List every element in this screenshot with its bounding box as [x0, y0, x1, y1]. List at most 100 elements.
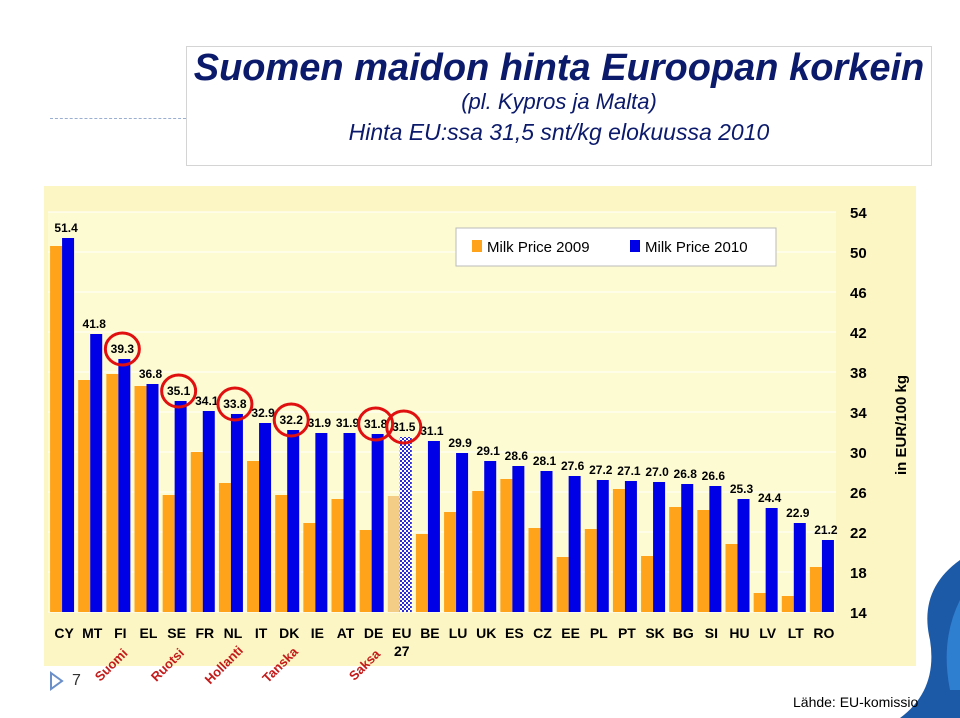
highlight-circle: [357, 406, 395, 442]
bar-2009-sk: [641, 556, 654, 612]
x-tick-label: IT: [255, 625, 268, 641]
x-tick-label: CY: [54, 625, 74, 641]
y-tick-label: 42: [850, 325, 867, 342]
bar-2009-el: [134, 386, 147, 612]
bar-2010-uk: [484, 461, 497, 612]
title-box: Suomen maidon hinta Euroopan korkein (pl…: [186, 46, 932, 166]
bar-2010-dk: [287, 430, 300, 612]
bar-2009-ie: [303, 523, 316, 612]
data-label-2010: 28.6: [505, 449, 529, 463]
data-label-2010: 31.5: [392, 420, 416, 434]
page-title: Suomen maidon hinta Euroopan korkein: [193, 47, 925, 89]
data-label-2010: 33.8: [223, 397, 247, 411]
bar-2009-bg: [669, 507, 682, 612]
data-label-2010: 28.1: [533, 454, 557, 468]
bar-2010-eu-27: [399, 437, 412, 612]
highlight-circle: [103, 331, 141, 367]
x-tick-label: FI: [114, 625, 126, 641]
bar-2010-lv: [765, 508, 778, 612]
bar-2010-pl: [596, 480, 609, 612]
bar-2009-cy: [50, 246, 63, 612]
x-tick-label: ES: [505, 625, 524, 641]
x-tick-label: SE: [167, 625, 186, 641]
bar-2010-be: [427, 441, 440, 612]
bar-2010-mt: [90, 334, 103, 612]
bar-2010-ee: [568, 476, 581, 612]
bar-2010-bg: [681, 484, 694, 612]
bar-2010-se: [174, 401, 187, 612]
x-tick-label: UK: [476, 625, 496, 641]
bar-2009-mt: [78, 380, 91, 612]
bar-2009-es: [500, 479, 513, 612]
y-tick-label: 18: [850, 565, 867, 582]
y-tick-label: 14: [850, 605, 867, 622]
x-tick-label: BE: [420, 625, 439, 641]
x-tick-label: AT: [337, 625, 355, 641]
data-label-2010: 24.4: [758, 491, 782, 505]
x-tick-label: LV: [759, 625, 777, 641]
data-label-2010: 22.9: [786, 506, 810, 520]
x-tick-label: FR: [195, 625, 214, 641]
data-label-2010: 32.9: [251, 406, 275, 420]
x-tick-label: SK: [645, 625, 664, 641]
bar-2009-ro: [809, 567, 822, 612]
y-axis-label: in EUR/100 kg: [893, 375, 910, 475]
highlight-circle: [272, 402, 310, 438]
data-label-2010: 51.4: [54, 221, 78, 235]
data-label-2010: 26.6: [702, 469, 726, 483]
data-label-2010: 31.9: [308, 416, 332, 430]
x-tick-label: LU: [449, 625, 468, 641]
source-note: Lähde: EU-komissio: [793, 694, 919, 710]
bar-2009-cz: [528, 528, 541, 612]
x-tick-label: RO: [813, 625, 834, 641]
legend-label-2010: Milk Price 2010: [645, 239, 748, 256]
data-label-2010: 31.9: [336, 416, 360, 430]
x-tick-label: PL: [590, 625, 608, 641]
bar-2010-at: [343, 433, 356, 612]
bar-2010-cy: [62, 238, 75, 612]
bar-2009-si: [697, 510, 710, 612]
bar-2009-dk: [275, 495, 288, 612]
bar-2009-eu-27: [387, 496, 400, 612]
bar-2009-pt: [612, 489, 625, 612]
y-tick-label: 26: [850, 485, 867, 502]
y-tick-label: 34: [850, 405, 867, 422]
bar-2009-se: [162, 495, 175, 612]
legend-label-2009: Milk Price 2009: [487, 239, 590, 256]
legend: Milk Price 2009 Milk Price 2010: [455, 227, 777, 267]
x-tick-label: LT: [788, 625, 805, 641]
bullet-arrow-icon: [50, 671, 64, 691]
x-tick-label: DE: [364, 625, 383, 641]
subtitle-eu-price: Hinta EU:ssa 31,5 snt/kg elokuussa 2010: [348, 119, 770, 145]
highlight-circle: [385, 409, 423, 445]
data-label-2010: 26.8: [674, 467, 698, 481]
y-tick-label: 38: [850, 365, 867, 382]
x-tick-label-line2: 27: [394, 643, 410, 659]
x-tick-label: IE: [311, 625, 324, 641]
bar-2010-hu: [737, 499, 750, 612]
data-label-2010: 41.8: [83, 317, 107, 331]
bar-2009-ee: [556, 557, 569, 612]
data-label-2010: 27.0: [645, 465, 669, 479]
x-tick-label: DK: [279, 625, 299, 641]
bar-2010-nl: [230, 414, 243, 612]
corner-decor-dark: [900, 560, 960, 718]
bar-2010-lu: [456, 453, 469, 612]
data-label-2010: 32.2: [280, 413, 304, 427]
x-tick-label: EU: [392, 625, 411, 641]
bar-2010-cz: [540, 471, 553, 612]
data-label-2010: 21.2: [814, 523, 838, 537]
bar-2010-ie: [315, 433, 328, 612]
y-tick-label: 30: [850, 445, 867, 462]
page-number: 7: [72, 672, 81, 689]
data-label-2010: 39.3: [111, 342, 135, 356]
bar-2009-at: [331, 499, 344, 612]
legend-swatch-2009: [472, 240, 482, 252]
decorative-divider: [50, 118, 186, 119]
data-label-2010: 31.8: [364, 417, 388, 431]
x-tick-label: CZ: [533, 625, 552, 641]
x-tick-label: NL: [224, 625, 243, 641]
bar-2009-lt: [781, 596, 794, 612]
data-label-2010: 36.8: [139, 367, 163, 381]
